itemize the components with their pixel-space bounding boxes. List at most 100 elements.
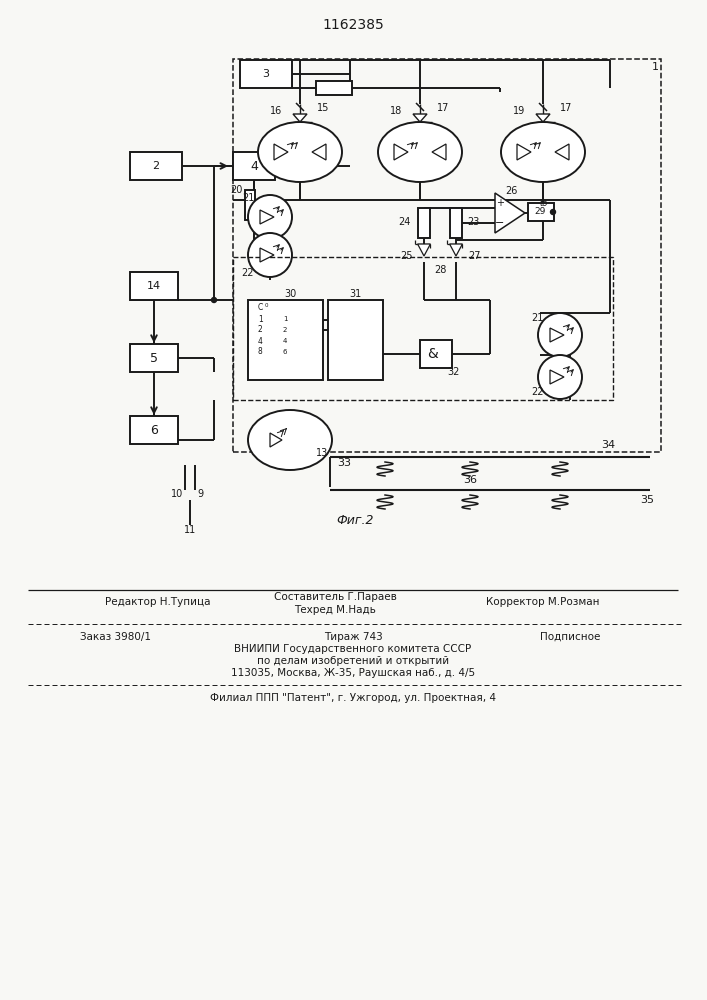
Polygon shape xyxy=(517,144,531,160)
Text: 4: 4 xyxy=(258,336,263,346)
Text: 17: 17 xyxy=(560,103,573,113)
Polygon shape xyxy=(312,144,326,160)
Text: 113035, Москва, Ж-35, Раушская наб., д. 4/5: 113035, Москва, Ж-35, Раушская наб., д. … xyxy=(231,668,475,678)
Text: −: − xyxy=(496,218,505,228)
Text: Редактор Н.Тупица: Редактор Н.Тупица xyxy=(105,597,211,607)
Text: 34: 34 xyxy=(601,440,615,450)
Polygon shape xyxy=(550,328,564,342)
Bar xyxy=(130,272,178,300)
Text: 10: 10 xyxy=(171,489,183,499)
Text: 0: 0 xyxy=(265,303,269,308)
Polygon shape xyxy=(270,433,282,447)
Bar xyxy=(328,300,383,380)
Bar xyxy=(420,340,452,368)
Ellipse shape xyxy=(538,355,582,399)
Polygon shape xyxy=(413,114,427,122)
Text: 19: 19 xyxy=(513,106,525,116)
Text: 1: 1 xyxy=(283,316,287,322)
Text: 6: 6 xyxy=(150,424,158,436)
Text: Техред М.Надь: Техред М.Надь xyxy=(294,605,376,615)
Text: 25: 25 xyxy=(400,251,413,261)
Text: 11: 11 xyxy=(184,525,196,535)
Text: 1: 1 xyxy=(651,62,658,72)
Text: 33: 33 xyxy=(337,458,351,468)
Text: Фиг.2: Фиг.2 xyxy=(337,514,374,526)
Text: 1: 1 xyxy=(258,314,263,324)
Ellipse shape xyxy=(378,122,462,182)
Polygon shape xyxy=(555,144,569,160)
Ellipse shape xyxy=(248,410,332,470)
Text: 32: 32 xyxy=(448,367,460,377)
Text: to: to xyxy=(540,198,548,208)
Text: &: & xyxy=(426,347,438,361)
Text: 22: 22 xyxy=(242,268,255,278)
Text: Подписное: Подписное xyxy=(539,632,600,642)
Text: Тираж 743: Тираж 743 xyxy=(324,632,382,642)
Polygon shape xyxy=(495,193,525,233)
Text: 8: 8 xyxy=(258,348,263,357)
Text: 31: 31 xyxy=(349,289,361,299)
Text: 36: 36 xyxy=(463,475,477,485)
Text: 6: 6 xyxy=(283,349,287,355)
Bar xyxy=(233,152,275,180)
Circle shape xyxy=(211,298,216,302)
Bar xyxy=(316,81,352,95)
Polygon shape xyxy=(274,144,288,160)
Ellipse shape xyxy=(538,313,582,357)
Polygon shape xyxy=(394,144,408,160)
Polygon shape xyxy=(418,244,431,256)
Circle shape xyxy=(551,210,556,215)
Text: +: + xyxy=(496,198,504,208)
Bar xyxy=(233,257,613,400)
Bar xyxy=(130,152,182,180)
Bar xyxy=(418,208,430,238)
Text: 26: 26 xyxy=(505,186,518,196)
Bar xyxy=(130,416,178,444)
Text: по делам изобретений и открытий: по делам изобретений и открытий xyxy=(257,656,449,666)
Bar xyxy=(245,190,255,220)
Bar xyxy=(528,203,554,221)
Text: Заказ 3980/1: Заказ 3980/1 xyxy=(80,632,151,642)
Text: 27: 27 xyxy=(468,251,481,261)
Text: Филиал ППП "Патент", г. Ужгород, ул. Проектная, 4: Филиал ППП "Патент", г. Ужгород, ул. Про… xyxy=(210,693,496,703)
Text: 28: 28 xyxy=(434,265,446,275)
Ellipse shape xyxy=(248,233,292,277)
Text: 9: 9 xyxy=(197,489,203,499)
Text: 2: 2 xyxy=(283,327,287,333)
Text: 2: 2 xyxy=(153,161,160,171)
Text: 15: 15 xyxy=(317,103,329,113)
Polygon shape xyxy=(550,370,564,384)
Text: 24: 24 xyxy=(399,217,411,227)
Text: 22: 22 xyxy=(531,387,543,397)
Text: 13: 13 xyxy=(316,448,328,458)
Text: 3: 3 xyxy=(262,69,269,79)
Text: 17: 17 xyxy=(437,103,450,113)
Polygon shape xyxy=(293,114,307,122)
Polygon shape xyxy=(260,248,274,262)
Text: Составитель Г.Параев: Составитель Г.Параев xyxy=(274,592,397,602)
Bar xyxy=(450,208,462,238)
Text: ВНИИПИ Государственного комитета СССР: ВНИИПИ Государственного комитета СССР xyxy=(235,644,472,654)
Text: 20: 20 xyxy=(230,185,243,195)
Text: 4: 4 xyxy=(283,338,287,344)
Bar xyxy=(248,300,323,380)
Text: Корректор М.Розман: Корректор М.Розман xyxy=(486,597,600,607)
Text: 5: 5 xyxy=(150,352,158,364)
Ellipse shape xyxy=(258,122,342,182)
Text: 23: 23 xyxy=(467,217,479,227)
Ellipse shape xyxy=(501,122,585,182)
Polygon shape xyxy=(450,244,462,256)
Text: 29: 29 xyxy=(534,208,545,217)
Text: 16: 16 xyxy=(270,106,282,116)
Text: 21: 21 xyxy=(531,313,543,323)
Bar xyxy=(233,59,661,452)
Text: 18: 18 xyxy=(390,106,402,116)
Ellipse shape xyxy=(248,195,292,239)
Text: 30: 30 xyxy=(284,289,296,299)
Text: 1162385: 1162385 xyxy=(322,18,384,32)
Text: 14: 14 xyxy=(147,281,161,291)
Text: 4: 4 xyxy=(250,159,258,172)
Polygon shape xyxy=(432,144,446,160)
Polygon shape xyxy=(260,210,274,224)
Text: C: C xyxy=(258,304,263,312)
